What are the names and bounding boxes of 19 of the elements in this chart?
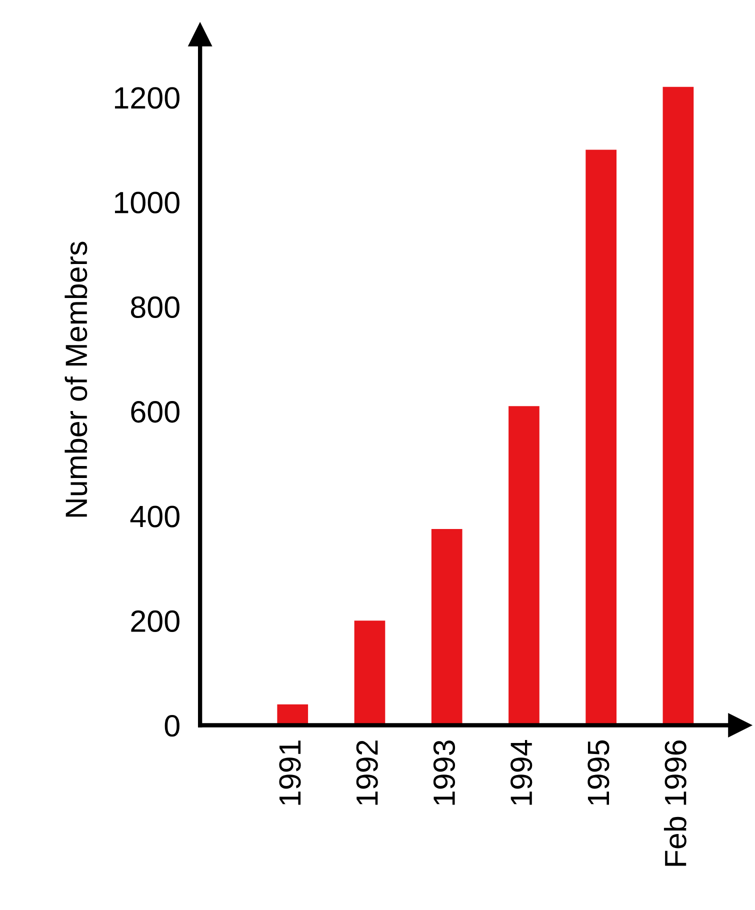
y-tick-label: 200: [131, 610, 180, 632]
x-tick-label: 1993: [433, 740, 456, 805]
x-tick-label: 1994: [510, 740, 532, 805]
x-tick-label: 1995: [588, 740, 610, 805]
y-tick-label: 600: [131, 401, 180, 423]
y-tick-label: 1200: [114, 87, 180, 109]
bar: [508, 406, 540, 726]
y-axis-title: Number of Members: [64, 242, 88, 517]
bar: [354, 620, 386, 726]
x-tick-label: 1992: [356, 740, 378, 805]
x-tick-label: Feb 1996: [664, 740, 686, 866]
y-tick-label: 800: [130, 296, 180, 318]
y-tick-label: 400: [130, 506, 180, 528]
bar: [431, 529, 462, 726]
y-tick-label: 0: [164, 715, 180, 737]
x-tick-label: 1991: [279, 740, 301, 805]
y-tick-label: 1000: [114, 192, 180, 214]
bar: [586, 150, 617, 726]
bar: [662, 86, 694, 726]
